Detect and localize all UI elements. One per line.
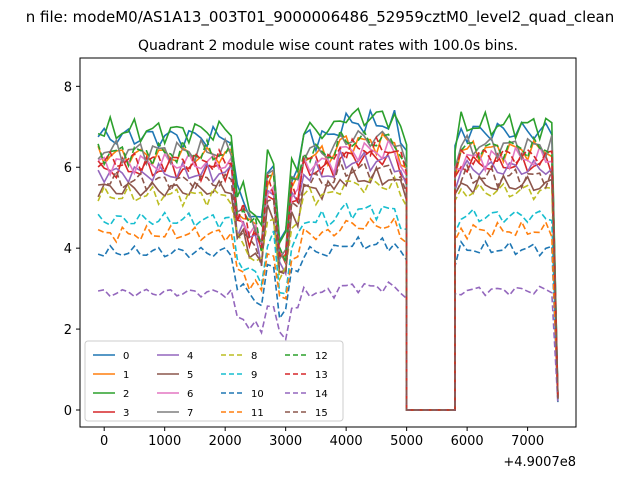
series-line-10: [97, 235, 559, 411]
legend-label-14: 14: [315, 389, 328, 400]
series-line-14: [97, 281, 559, 411]
legend-label-6: 6: [187, 389, 193, 400]
legend-label-1: 1: [123, 370, 129, 381]
legend-label-12: 12: [315, 351, 328, 362]
x-axis-offset-label: +4.9007e8: [503, 455, 576, 470]
series-line-15: [98, 158, 559, 411]
legend-label-15: 15: [315, 408, 328, 419]
x-tick-label: 1000: [148, 434, 181, 449]
series-line-12: [97, 128, 559, 411]
legend-label-0: 0: [123, 351, 129, 362]
y-tick-label: 2: [64, 323, 72, 338]
y-tick-label: 8: [64, 80, 72, 95]
legend-box: [84, 340, 344, 422]
x-tick-label: 7000: [511, 434, 544, 449]
legend-label-2: 2: [123, 389, 129, 400]
y-tick-label: 4: [64, 242, 72, 257]
y-tick-label: 0: [64, 404, 72, 419]
x-tick-label: 0: [100, 434, 108, 449]
legend-label-10: 10: [251, 389, 264, 400]
figure-suptitle: n file: modeM0/AS1A13_003T01_9000006486_…: [26, 8, 615, 27]
y-axis: 0 2 4 6 8: [64, 80, 80, 419]
legend-label-9: 9: [251, 370, 257, 381]
series-line-8: [97, 175, 559, 411]
x-tick-label: 3000: [269, 434, 302, 449]
series-line-9: [97, 201, 559, 411]
legend-label-4: 4: [187, 351, 193, 362]
series-line-11: [97, 216, 559, 411]
x-tick-label: 2000: [209, 434, 242, 449]
y-tick-label: 6: [64, 161, 72, 176]
legend-label-11: 11: [251, 408, 264, 419]
legend-label-13: 13: [315, 370, 328, 381]
axes-frame: [79, 57, 577, 428]
legend-label-7: 7: [187, 408, 193, 419]
x-tick-label: 4000: [330, 434, 363, 449]
plot-area: [97, 107, 559, 411]
legend-label-8: 8: [251, 351, 257, 362]
series-line-1: [97, 132, 559, 411]
legend-label-5: 5: [187, 370, 193, 381]
x-axis: 0 1000 2000 3000 4000 5000 6000 7000: [100, 427, 544, 449]
series-line-2: [97, 107, 559, 411]
series-line-13: [97, 135, 559, 411]
legend-label-3: 3: [123, 408, 129, 419]
x-tick-label: 5000: [390, 434, 423, 449]
x-tick-label: 6000: [451, 434, 484, 449]
chart-title: Quadrant 2 module wise count rates with …: [138, 38, 518, 54]
